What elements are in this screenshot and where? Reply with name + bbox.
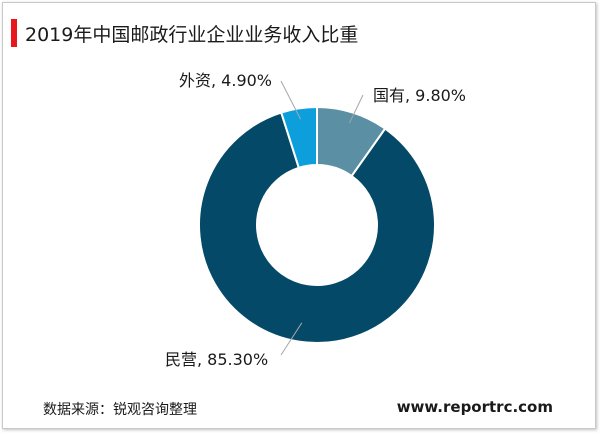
title-bar: 2019年中国邮政行业企业业务收入比重 xyxy=(11,17,358,49)
data-source-note: 数据来源：锐观咨询整理 xyxy=(43,402,197,418)
leader-line-2 xyxy=(280,80,302,120)
donut-slice-1 xyxy=(198,111,436,344)
donut-slices xyxy=(198,105,436,344)
slice-label-2: 外资, 4.90% xyxy=(179,71,272,90)
slice-label-0: 国有, 9.80% xyxy=(373,86,466,105)
leader-lines xyxy=(280,80,364,356)
chart-title: 2019年中国邮政行业企业业务收入比重 xyxy=(25,23,359,46)
leader-line-0 xyxy=(348,94,364,124)
donut-slice-2 xyxy=(279,105,318,170)
leader-line-1 xyxy=(280,322,303,356)
donut-chart: 国有, 9.80% 民营, 85.30% 外资, 4.90% xyxy=(165,71,466,369)
slice-labels: 国有, 9.80% 民营, 85.30% 外资, 4.90% xyxy=(165,71,466,369)
chart-frame: 2019年中国邮政行业企业业务收入比重 国有, 9.80% 民营, 85.30% 外… xyxy=(2,2,596,429)
title-accent-bar xyxy=(11,19,17,47)
website-url: www.reportrc.com xyxy=(396,398,553,416)
slice-label-1: 民营, 85.30% xyxy=(165,350,268,369)
